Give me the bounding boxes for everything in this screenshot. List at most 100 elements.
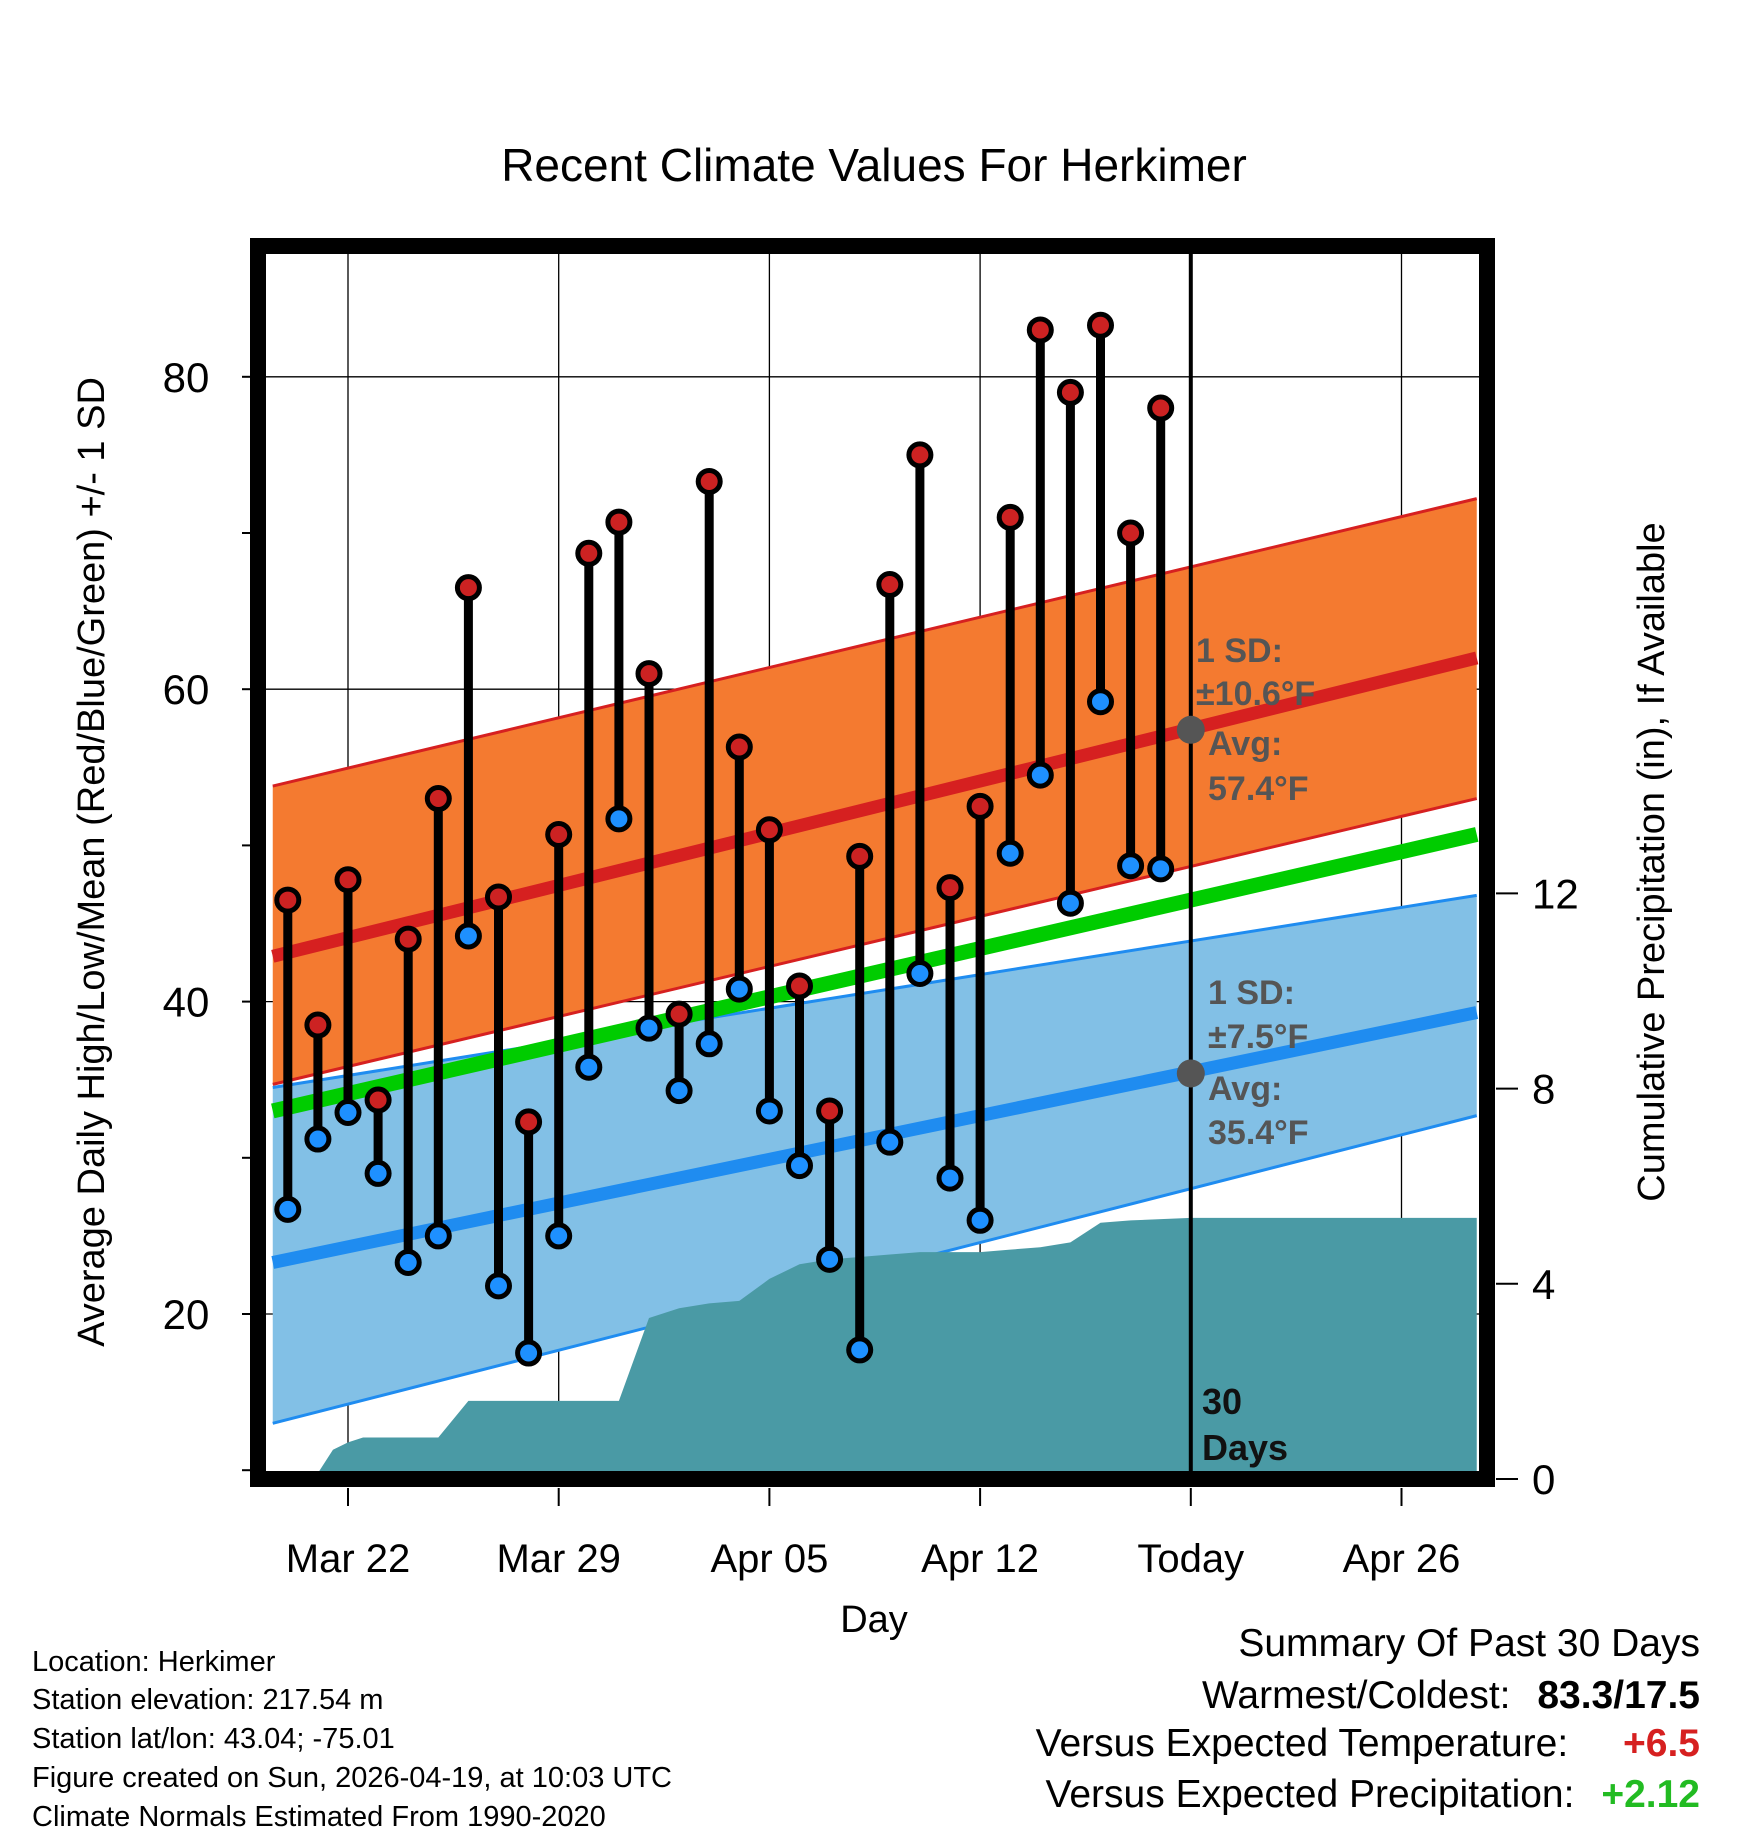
low-point <box>635 1014 663 1042</box>
high-point <box>545 820 573 848</box>
high-point <box>364 1086 392 1114</box>
y-axis-title: Average Daily High/Low/Mean (Red/Blue/Gr… <box>71 377 113 1347</box>
low-point <box>1087 688 1114 716</box>
high-point <box>274 886 302 914</box>
low-point <box>394 1248 422 1276</box>
low-point <box>1026 761 1054 789</box>
info-created: Figure created on Sun, 2026-04-19, at 10… <box>32 1762 672 1794</box>
high-point <box>394 925 422 953</box>
summary-warmest-row: Warmest/Coldest: 83.3/17.5 <box>1202 1674 1700 1718</box>
y-tick-label: 40 <box>163 979 210 1026</box>
high-point <box>876 571 904 599</box>
x-tick-label: Apr 12 <box>921 1537 1039 1581</box>
low-point <box>1056 889 1084 917</box>
low-point <box>364 1159 392 1187</box>
high-point <box>1087 311 1114 339</box>
x-tick-label: Mar 22 <box>286 1537 411 1581</box>
plot-frame-group <box>250 238 1495 1487</box>
high-point <box>906 441 934 469</box>
high-point <box>695 467 723 495</box>
info-location: Location: Herkimer <box>32 1646 276 1678</box>
low-point <box>906 959 934 987</box>
low-point <box>786 1152 813 1180</box>
high-point <box>485 883 512 911</box>
high-point <box>454 574 482 602</box>
x-tick-label: Apr 26 <box>1343 1537 1461 1581</box>
summary-temp-row: Versus Expected Temperature: +6.5 <box>1036 1722 1700 1766</box>
high-point <box>665 1000 693 1028</box>
chart-title: Recent Climate Values For Herkimer <box>501 139 1247 191</box>
low-point <box>515 1339 543 1367</box>
low-point <box>334 1099 362 1127</box>
days-label: Days <box>1202 1427 1288 1468</box>
y2-axis-title: Cumulative Precipitation (in), If Availa… <box>1631 522 1673 1201</box>
info-normals: Climate Normals Estimated From 1990-2020 <box>32 1801 606 1833</box>
x-tick-label: Today <box>1137 1537 1244 1581</box>
plot-frame <box>250 238 1495 1487</box>
high-sd-lower-line <box>272 797 1478 1086</box>
high-point <box>304 1011 332 1039</box>
info-latlon: Station lat/lon: 43.04; -75.01 <box>32 1723 395 1755</box>
info-elevation: Station elevation: 217.54 m <box>32 1684 384 1716</box>
low-sd-upper-line <box>272 893 1477 1089</box>
summary-precip-value: +2.12 <box>1601 1773 1700 1816</box>
y2-tick-label: 12 <box>1532 870 1579 917</box>
y-tick-label: 80 <box>163 354 210 401</box>
precip-area <box>269 1217 1477 1479</box>
low-avg-label: Avg: <box>1208 1070 1282 1108</box>
x-axis-title: Day <box>840 1599 908 1641</box>
x-tick-label: Mar 29 <box>496 1537 621 1581</box>
high-point <box>755 816 783 844</box>
x-tick-label: Apr 05 <box>710 1537 828 1581</box>
high-point <box>786 972 813 1000</box>
high-sd-upper-line <box>272 497 1478 788</box>
summary-precip-row: Versus Expected Precipitation: +2.12 <box>1046 1773 1701 1817</box>
low-point <box>665 1077 693 1105</box>
summary-heading: Summary Of Past 30 Days <box>1238 1622 1700 1665</box>
high-normal-line <box>271 651 1479 963</box>
low-point <box>996 839 1024 867</box>
low-point <box>304 1125 332 1153</box>
low-point <box>274 1195 302 1223</box>
high-point <box>816 1097 844 1125</box>
low-point <box>605 805 633 833</box>
normal-bands <box>271 497 1479 1425</box>
y-tick-label: 20 <box>163 1291 210 1338</box>
low-avg-value: 35.4°F <box>1208 1114 1309 1152</box>
high-point <box>996 503 1024 531</box>
low-avg-marker <box>1176 1059 1205 1088</box>
high-avg-label: Avg: <box>1208 725 1282 763</box>
low-point <box>846 1336 874 1364</box>
annotations: 1 SD: ±10.6°F Avg: 57.4°F 1 SD: ±7.5°F Avg: 35.… <box>1196 632 1315 1468</box>
y2-tick-label: 4 <box>1532 1261 1555 1308</box>
low-point <box>485 1272 512 1300</box>
high-point <box>605 508 633 536</box>
low-point <box>816 1245 844 1273</box>
precip-area-group <box>269 1217 1477 1479</box>
high-point <box>936 874 964 902</box>
high-point <box>635 660 663 688</box>
high-point <box>515 1108 543 1136</box>
axes: 20 40 60 80 0 4 8 12 Mar 22 Mar 29 Apr 05 Apr 12 Tod… <box>71 354 1673 1641</box>
low-normal-line <box>271 1006 1479 1269</box>
high-point <box>1026 316 1054 344</box>
high-point <box>1117 519 1145 547</box>
low-point <box>936 1164 964 1192</box>
low-point <box>876 1128 904 1156</box>
low-point <box>755 1097 783 1125</box>
y2-tick-label: 8 <box>1532 1066 1555 1113</box>
high-point <box>424 785 452 813</box>
daily-bars <box>274 311 1205 1367</box>
low-point <box>1117 852 1145 880</box>
high-point <box>334 866 362 894</box>
y2-tick-label: 0 <box>1532 1456 1555 1503</box>
summary-temp-label: Versus Expected Temperature: <box>1035 1722 1569 1765</box>
mean-normal-line <box>271 827 1479 1119</box>
summary-warmest-label: Warmest/Coldest: <box>1202 1674 1511 1717</box>
high-sd-label: 1 SD: <box>1196 632 1283 670</box>
summary-precip-label: Versus Expected Precipitation: <box>1045 1773 1575 1816</box>
high-point <box>725 733 753 761</box>
high-point <box>575 539 603 567</box>
low-point <box>454 922 482 950</box>
